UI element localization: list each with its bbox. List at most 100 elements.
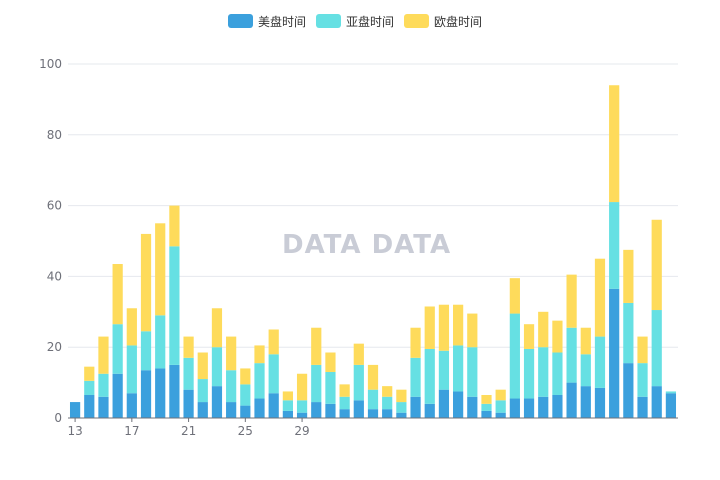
legend-item[interactable]: 欧盘时间 [404, 14, 482, 29]
bar-segment-asia [523, 348, 535, 399]
bar-segment-us [140, 370, 152, 418]
bar-segment-asia [353, 364, 364, 401]
x-tick-label: 29 [294, 424, 309, 438]
legend-item[interactable]: 美盘时间 [228, 14, 306, 29]
bar-segment-asia [410, 357, 421, 397]
bar-segment-europe [367, 364, 379, 390]
bar-segment-us [282, 410, 293, 418]
bar-segment-us [169, 364, 180, 418]
bar-segment-asia [665, 391, 677, 394]
bar-segment-asia [623, 302, 634, 364]
bar-segment-asia [282, 400, 293, 411]
y-tick-label: 40 [47, 269, 62, 283]
bar-segment-europe [523, 324, 535, 349]
bar-segment-us [467, 396, 478, 418]
legend[interactable]: 美盘时间 亚盘时间 欧盘时间 [228, 14, 482, 29]
bar-segment-asia [594, 336, 606, 388]
bar-segment-us [226, 402, 237, 418]
legend-item[interactable]: 亚盘时间 [316, 14, 394, 29]
y-tick-label: 20 [47, 340, 62, 354]
bar-segment-asia [183, 357, 194, 390]
bar-segment-europe [183, 336, 194, 358]
bar-segment-europe [254, 345, 265, 364]
bar-segment-us [623, 363, 634, 418]
bar-segment-asia [367, 389, 379, 410]
bar-segment-europe [268, 329, 279, 355]
bar-segment-asia [126, 345, 137, 394]
bar-segment-us [155, 368, 166, 418]
bar-segment-europe [282, 391, 293, 401]
legend-swatch [316, 14, 341, 28]
bar-segment-europe [325, 352, 336, 372]
bar-segment-europe [566, 274, 577, 328]
bar-segment-us [495, 412, 506, 418]
bar-segment-us [296, 412, 308, 418]
bar-segment-asia [325, 371, 336, 404]
bar-segment-europe [538, 311, 549, 348]
bar-segment-asia [140, 331, 152, 371]
bar-segment-us [367, 409, 379, 418]
y-tick-label: 60 [47, 199, 62, 213]
bar-segment-europe [353, 343, 364, 365]
bar-segment-europe [240, 368, 251, 385]
bar-segment-europe [495, 389, 506, 401]
bar-segment-asia [311, 364, 322, 403]
bar-segment-us [651, 386, 662, 418]
bar-segment-europe [637, 336, 648, 364]
bar-segment-us [424, 403, 435, 418]
bar-segment-europe [339, 384, 350, 397]
bar-segment-asia [240, 384, 251, 406]
bar-segment-europe [424, 306, 435, 349]
bar-segment-europe [382, 386, 393, 397]
bar-segment-us [580, 386, 591, 418]
legend-label: 美盘时间 [258, 14, 306, 29]
bar-segment-asia [651, 310, 662, 387]
bar-segment-us [594, 387, 606, 418]
bar-segment-us [339, 409, 350, 418]
bar-segment-europe [211, 308, 223, 348]
bar-segment-us [325, 403, 336, 418]
bar-segment-europe [623, 249, 634, 303]
bar-segment-us [211, 386, 223, 418]
bar-segment-us [254, 398, 265, 418]
bar-segment-europe [509, 278, 520, 314]
bar-segment-asia [495, 400, 506, 413]
bar-segment-europe [438, 304, 450, 351]
bar-segment-europe [126, 308, 137, 346]
bar-segment-us [311, 402, 322, 418]
bar-segment-europe [155, 223, 166, 316]
bar-segment-asia [396, 402, 407, 413]
bar-segment-asia [481, 403, 492, 411]
x-tick-label: 25 [238, 424, 253, 438]
bar-segment-us [126, 393, 137, 418]
bar-segment-europe [651, 219, 662, 311]
bar-segment-europe [580, 327, 591, 355]
bar-segment-asia [424, 348, 435, 404]
axes: 0 20 40 60 80 100 13 17 21 25 29 [39, 57, 678, 438]
bar-segment-asia [609, 202, 620, 289]
bar-segment-asia [112, 324, 123, 374]
bar-segment-asia [453, 345, 464, 392]
bar-segment-asia [339, 396, 350, 410]
bar-segment-us [609, 288, 620, 418]
x-tick-label: 21 [181, 424, 196, 438]
bar-segment-us [509, 398, 520, 418]
bar-segment-europe [396, 389, 407, 403]
bar-segment-us [112, 373, 123, 418]
bar-segment-europe [112, 264, 123, 325]
bar-segment-europe [98, 336, 109, 374]
bar-segment-asia [538, 347, 549, 397]
bar-segment-europe [226, 336, 237, 371]
bar-segment-europe [197, 352, 208, 380]
bar-segment-asia [254, 363, 265, 399]
bar-segment-us [84, 394, 95, 418]
bar-segment-asia [169, 246, 180, 365]
y-tick-label: 80 [47, 128, 62, 142]
bar-segment-europe [552, 320, 563, 353]
bar-segment-us [538, 396, 549, 418]
bar-segment-europe [311, 327, 322, 365]
bar-segment-us [438, 389, 450, 418]
bar-segment-europe [453, 304, 464, 346]
bar-segment-asia [268, 354, 279, 394]
